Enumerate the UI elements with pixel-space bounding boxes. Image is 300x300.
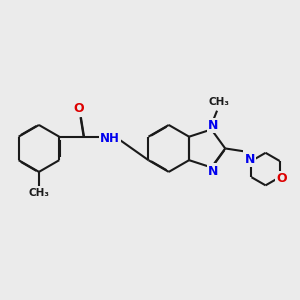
Text: CH₃: CH₃ <box>208 97 229 107</box>
Text: N: N <box>244 151 254 164</box>
Text: NH: NH <box>100 132 120 145</box>
Text: N: N <box>208 119 218 132</box>
Text: O: O <box>74 102 84 115</box>
Text: N: N <box>208 165 218 178</box>
Text: O: O <box>276 172 286 185</box>
Text: N: N <box>245 153 255 166</box>
Text: CH₃: CH₃ <box>28 188 50 198</box>
